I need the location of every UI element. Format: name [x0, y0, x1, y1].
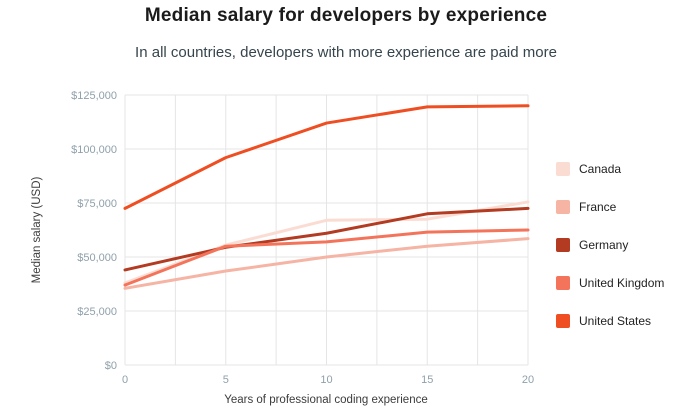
- y-tick-label: $75,000: [77, 198, 117, 210]
- legend-swatch-united-states: [556, 314, 570, 328]
- tick-layer: $0 $25,000 $50,000 $75,000 $100,000 $125,000 0…: [71, 90, 534, 386]
- series-line-united-kingdom: [123, 228, 530, 287]
- legend-label-canada: Canada: [579, 162, 622, 176]
- x-tick-label: 5: [223, 374, 229, 386]
- legend-swatch-germany: [556, 238, 570, 252]
- legend-item-france: France: [556, 200, 664, 214]
- legend-label-germany: Germany: [579, 238, 629, 252]
- x-axis-label: Years of professional coding experience: [224, 394, 428, 406]
- legend-item-united-kingdom: United Kingdom: [556, 276, 664, 290]
- series-line-germany: [123, 206, 530, 272]
- x-tick-label: 15: [421, 374, 433, 386]
- y-tick-label: $0: [105, 360, 117, 372]
- legend-label-united-kingdom: United Kingdom: [579, 276, 665, 290]
- series-line-france: [123, 237, 530, 290]
- x-tick-label: 10: [320, 374, 332, 386]
- y-tick-label: $100,000: [71, 144, 117, 156]
- legend-label-france: France: [579, 200, 617, 214]
- y-tick-label: $50,000: [77, 252, 117, 264]
- legend-item-germany: Germany: [556, 238, 664, 252]
- legend-item-united-states: United States: [556, 314, 664, 328]
- x-tick-label: 20: [522, 374, 534, 386]
- legend-swatch-canada: [556, 162, 570, 176]
- line-chart: $0 $25,000 $50,000 $75,000 $100,000 $125,000 0…: [31, 90, 534, 406]
- chart-title: Median salary for developers by experien…: [144, 5, 548, 26]
- y-axis-label: Median salary (USD): [31, 176, 43, 283]
- y-tick-label: $25,000: [77, 306, 117, 318]
- legend-item-canada: Canada: [556, 162, 664, 176]
- legend-swatch-united-kingdom: [556, 276, 570, 290]
- legend: Canada France Germany United Kingdom United …: [556, 162, 664, 352]
- series-layer: [123, 104, 530, 290]
- y-tick-label: $125,000: [71, 90, 117, 102]
- x-tick-label: 0: [122, 374, 128, 386]
- chart-subtitle: In all countries, developers with more e…: [135, 44, 557, 61]
- series-line-united-states: [123, 104, 530, 210]
- legend-label-united-states: United States: [579, 314, 652, 328]
- legend-swatch-france: [556, 200, 570, 214]
